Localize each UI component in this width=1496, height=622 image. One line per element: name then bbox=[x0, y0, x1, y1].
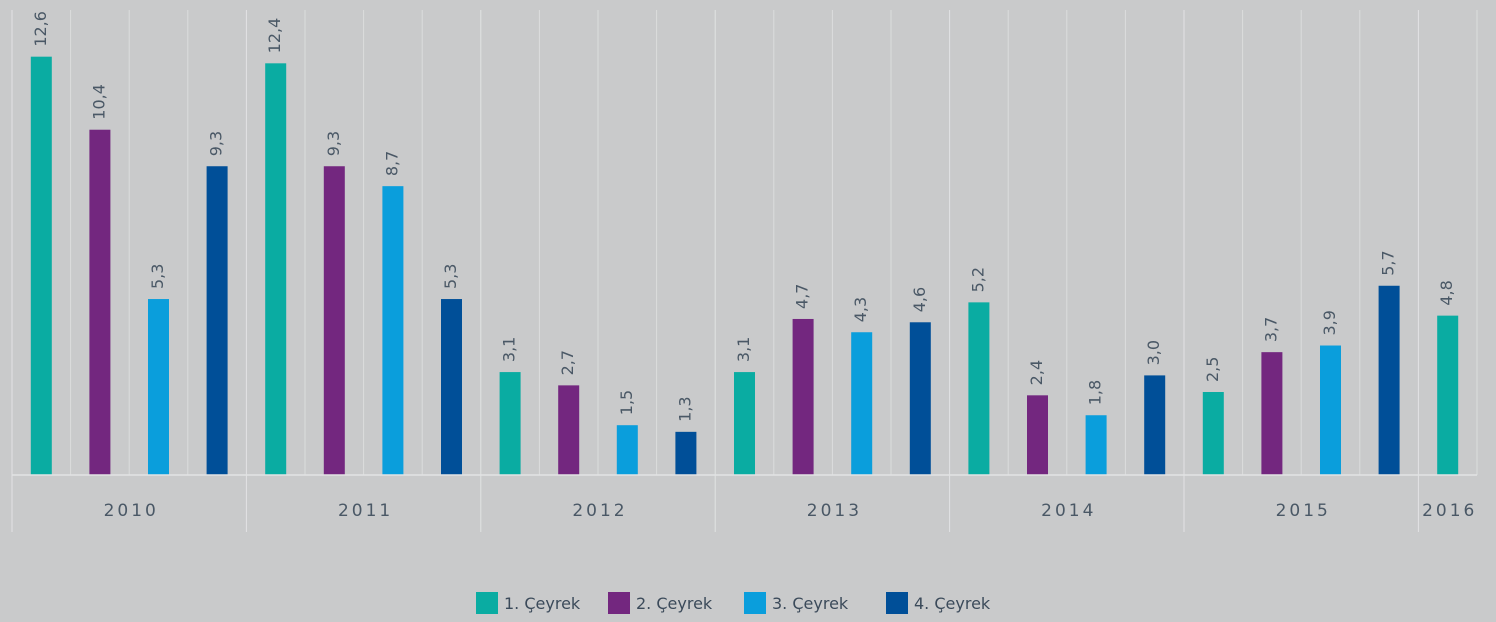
bar bbox=[89, 129, 111, 475]
value-label: 9,3 bbox=[324, 131, 343, 156]
bar bbox=[792, 318, 814, 475]
x-tick-label: 2014 bbox=[1041, 501, 1096, 521]
value-label: 5,2 bbox=[968, 267, 987, 292]
x-tick-label: 2016 bbox=[1422, 501, 1477, 521]
bar bbox=[1261, 352, 1283, 475]
legend-swatch bbox=[886, 592, 908, 614]
legend-label: 3. Çeyrek bbox=[772, 594, 849, 613]
x-tick-label: 2013 bbox=[807, 501, 862, 521]
value-label: 2,7 bbox=[558, 350, 577, 375]
value-label: 4,8 bbox=[1437, 280, 1456, 305]
x-tick-label: 2015 bbox=[1276, 501, 1331, 521]
bar bbox=[909, 322, 931, 475]
bar bbox=[558, 385, 580, 475]
bar bbox=[265, 63, 287, 475]
bar bbox=[441, 299, 462, 475]
value-label: 2,4 bbox=[1027, 360, 1046, 385]
value-label: 3,1 bbox=[500, 337, 519, 362]
bar bbox=[1085, 415, 1107, 475]
bar bbox=[499, 372, 521, 475]
value-label: 12,4 bbox=[265, 18, 284, 54]
value-label: 9,3 bbox=[207, 131, 226, 156]
value-label: 8,7 bbox=[382, 151, 401, 176]
bar bbox=[1202, 392, 1224, 475]
value-label: 2,5 bbox=[1203, 357, 1222, 382]
bar bbox=[675, 431, 697, 475]
value-label: 12,6 bbox=[31, 11, 50, 47]
value-label: 3,0 bbox=[1144, 340, 1163, 365]
legend-label: 2. Çeyrek bbox=[636, 594, 713, 613]
value-label: 5,3 bbox=[441, 264, 460, 289]
bar bbox=[1437, 315, 1459, 475]
value-label: 1,3 bbox=[675, 396, 694, 421]
bar bbox=[148, 299, 169, 475]
value-label: 5,7 bbox=[1379, 250, 1398, 275]
bar bbox=[851, 332, 873, 475]
x-tick-label: 2012 bbox=[572, 501, 627, 521]
legend-swatch bbox=[608, 592, 630, 614]
value-label: 4,7 bbox=[793, 284, 812, 309]
legend-swatch bbox=[744, 592, 766, 614]
x-tick-label: 2011 bbox=[338, 501, 393, 521]
value-label: 1,8 bbox=[1086, 380, 1105, 405]
bar bbox=[206, 166, 228, 476]
value-label: 5,3 bbox=[148, 264, 167, 289]
bar bbox=[1320, 345, 1341, 475]
value-label: 10,4 bbox=[89, 84, 108, 120]
legend-label: 4. Çeyrek bbox=[914, 594, 991, 613]
bar bbox=[1144, 375, 1166, 475]
value-label: 1,5 bbox=[617, 390, 636, 415]
value-label: 3,1 bbox=[734, 337, 753, 362]
value-label: 4,3 bbox=[851, 297, 870, 322]
bar bbox=[734, 372, 755, 475]
value-label: 3,7 bbox=[1261, 317, 1280, 342]
value-label: 4,6 bbox=[910, 287, 929, 312]
legend-label: 1. Çeyrek bbox=[504, 594, 581, 613]
bar bbox=[1378, 285, 1400, 475]
bar bbox=[968, 302, 990, 475]
value-label: 3,9 bbox=[1320, 310, 1339, 335]
bar bbox=[30, 56, 52, 476]
bar bbox=[616, 425, 638, 475]
bar bbox=[323, 166, 345, 476]
bar bbox=[1027, 395, 1048, 475]
x-tick-label: 2010 bbox=[104, 501, 159, 521]
legend-swatch bbox=[476, 592, 498, 614]
bar bbox=[382, 186, 404, 475]
